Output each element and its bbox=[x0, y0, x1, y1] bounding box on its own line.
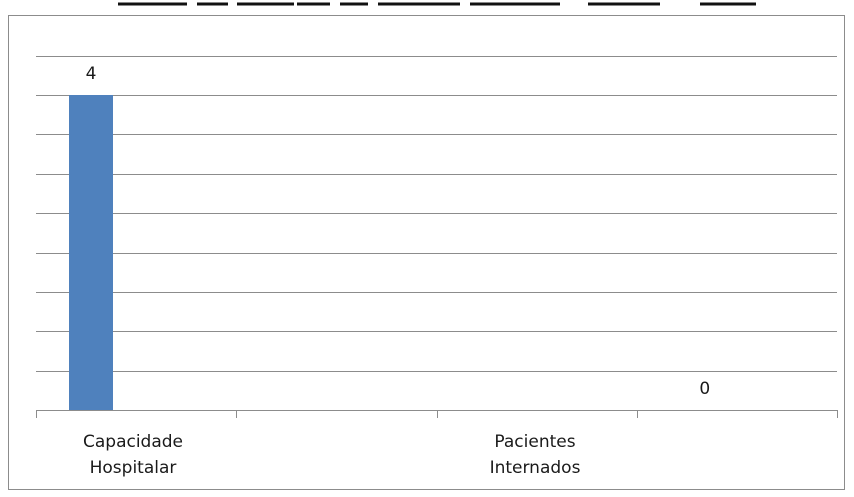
cropped-title-strip bbox=[0, 0, 854, 16]
cropped-title-underlines bbox=[118, 2, 756, 6]
data-labels: 40 bbox=[86, 64, 711, 399]
category-label: Capacidade bbox=[83, 432, 183, 452]
category-label: Hospitalar bbox=[90, 458, 177, 478]
bar bbox=[69, 95, 113, 410]
category-label: Pacientes bbox=[494, 432, 575, 452]
category-labels: Capacidade Hospitalar Pacientes Internados bbox=[83, 432, 581, 478]
gridlines bbox=[36, 56, 837, 372]
data-label: 4 bbox=[86, 64, 97, 84]
data-label: 0 bbox=[699, 379, 710, 399]
bars bbox=[69, 95, 113, 410]
x-axis bbox=[36, 410, 838, 418]
category-label: Internados bbox=[490, 458, 581, 478]
